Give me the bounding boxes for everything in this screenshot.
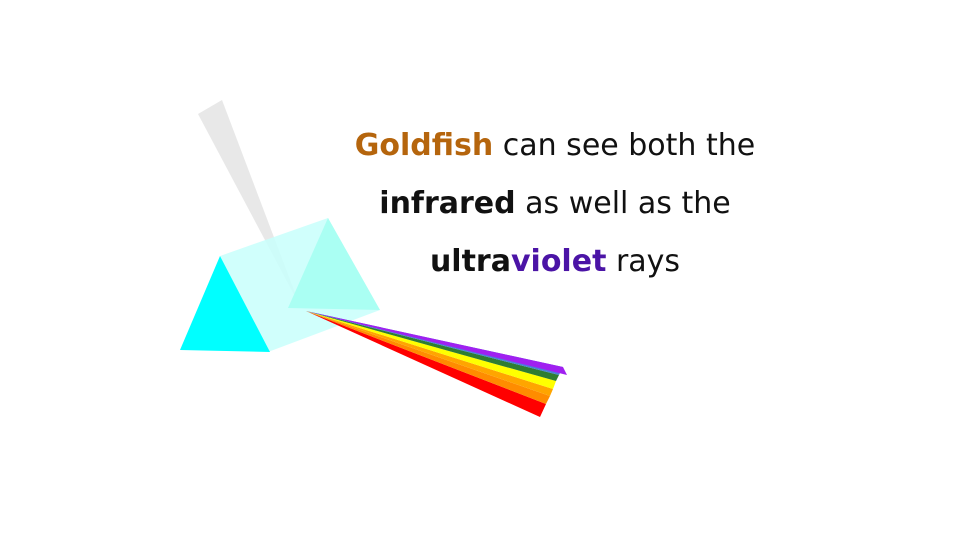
- spectrum-band-orange: [306, 311, 553, 396]
- spectrum-band-red: [306, 311, 546, 417]
- spectrum-band-yellow: [306, 311, 556, 389]
- spectrum-icon: [306, 311, 567, 417]
- caption-line-2-rest: as well as the: [515, 186, 731, 221]
- ultra-word: ultra: [429, 244, 511, 279]
- caption-text: Goldfish can see both the infrared as we…: [300, 117, 810, 291]
- caption-line-3: ultraviolet rays: [300, 233, 810, 291]
- prism-back-face: [288, 218, 380, 310]
- violet-word: violet: [510, 244, 607, 279]
- goldfish-word: Goldfish: [354, 128, 494, 163]
- caption-line-1: Goldfish can see both the: [300, 117, 810, 175]
- caption-line-3-rest: rays: [606, 244, 681, 279]
- spectrum-band-violet: [306, 311, 567, 375]
- caption-line-1-rest: can see both the: [493, 128, 756, 163]
- caption-line-2: infrared as well as the: [300, 175, 810, 233]
- prism-icon: [180, 256, 270, 352]
- spectrum-band-dark-orange: [306, 311, 550, 404]
- spectrum-band-green: [306, 311, 559, 381]
- spectrum-band-blue: [306, 311, 563, 375]
- infrared-word: infrared: [379, 186, 516, 221]
